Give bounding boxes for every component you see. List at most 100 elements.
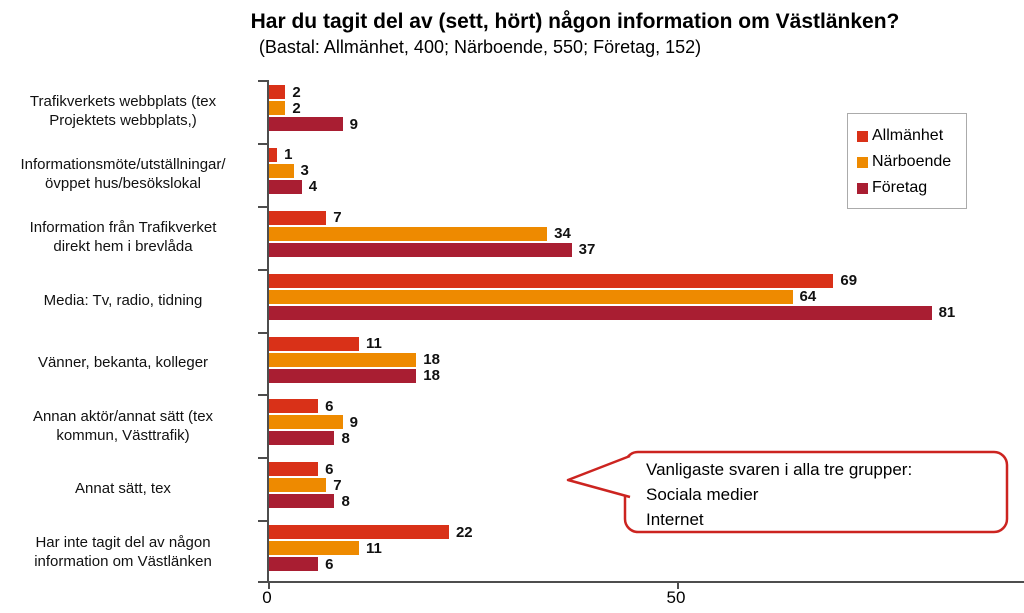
- y-axis-tick: [258, 581, 267, 583]
- x-axis-tick-label: 0: [262, 588, 272, 607]
- chart-title: Har du tagit del av (sett, hört) någon i…: [250, 10, 900, 33]
- bar: [269, 85, 286, 99]
- legend-label: Närboende: [872, 153, 952, 170]
- bar-row: 9: [269, 115, 1024, 133]
- bar-value-label: 64: [799, 288, 817, 306]
- bar: [269, 431, 335, 446]
- bar-row: 64: [269, 288, 1024, 306]
- y-axis-tick: [258, 142, 267, 145]
- callout-tail: [566, 454, 631, 499]
- category-label: Media: Tv, radio, tidning: [0, 269, 256, 332]
- x-axis-tick-label: 50: [666, 588, 686, 607]
- chart-subtitle: (Bastal: Allmänhet, 400; Närboende, 550;…: [258, 37, 702, 57]
- bar-row: 8: [269, 492, 1024, 510]
- category-label-text: Annan aktör/annat sätt (tex kommun, Väst…: [32, 407, 214, 444]
- legend-swatch-icon: [857, 182, 868, 194]
- bar: [269, 147, 278, 162]
- category-label-text: Annat sätt, tex: [75, 480, 171, 498]
- bar: [269, 101, 286, 115]
- bar: [269, 557, 319, 572]
- legend-swatch-icon: [857, 130, 868, 142]
- callout-text: Vanligaste svaren i alla tre grupper: So…: [646, 460, 913, 529]
- bar-group: 11 18 18: [269, 332, 1024, 395]
- bar: [269, 117, 343, 131]
- bar-value-label: 8: [341, 492, 350, 510]
- category-label-text: Vänner, bekanta, kolleger: [37, 354, 209, 372]
- category-label: Informationsmöte/utställningar/ övppet h…: [0, 143, 256, 206]
- bar-row: 8: [269, 429, 1024, 447]
- bar-value-label: 34: [554, 225, 571, 243]
- bar-value-label: 7: [333, 209, 342, 227]
- category-label: Annan aktör/annat sätt (tex kommun, Väst…: [0, 394, 256, 457]
- bar: [269, 399, 319, 414]
- bar-value-label: 6: [325, 555, 334, 573]
- y-axis-tick: [258, 394, 267, 397]
- legend-label: Allmänhet: [872, 127, 944, 144]
- category-label-text: Media: Tv, radio, tidning: [43, 291, 203, 309]
- bar: [269, 242, 572, 257]
- bar-row: 69: [269, 272, 1024, 289]
- bar-value-label: 9: [349, 413, 358, 431]
- bar-value-label: 2: [292, 99, 301, 117]
- bar-value-label: 22: [455, 523, 473, 541]
- category-axis-labels: Trafikverkets webbplats (tex Projektets …: [0, 80, 256, 583]
- bar: [269, 163, 294, 178]
- bar: [269, 289, 793, 304]
- category-label: Vänner, bekanta, kolleger: [0, 332, 256, 395]
- bar: [269, 462, 319, 477]
- bar-row: 18: [269, 367, 1024, 384]
- bar-row: 81: [269, 304, 1024, 322]
- legend-item: Företag: [857, 175, 957, 201]
- y-axis-tick: [258, 457, 267, 460]
- category-label: Annat sätt, tex: [0, 457, 256, 520]
- bar-value-label: 11: [365, 335, 382, 352]
- bar-row: 22: [269, 523, 1024, 541]
- y-axis-tick: [258, 80, 267, 82]
- bar-value-label: 7: [333, 476, 342, 494]
- x-axis-tick: [268, 583, 270, 589]
- bar-group: 69 64 81: [269, 269, 1024, 332]
- legend: Allmänhet Närboende Företag: [847, 113, 967, 209]
- bar-row: 11: [269, 539, 1024, 557]
- category-label: Information från Trafikverket direkt hem…: [0, 206, 256, 269]
- plot-area: 2 2 9 1 3 4 7 34 37 69 64 81 11 18 18 6 9 8 6 7 8 22 11 6: [258, 80, 1024, 589]
- bar-value-label: 8: [341, 429, 350, 447]
- bar-value-label: 18: [423, 351, 440, 368]
- bar-value-label: 81: [938, 304, 956, 322]
- bar-row: 7: [269, 209, 1024, 227]
- y-axis-tick: [258, 520, 267, 523]
- y-axis-tick: [258, 205, 267, 208]
- bar-value-label: 11: [365, 539, 382, 557]
- bar-row: 18: [269, 351, 1024, 368]
- bar-row: 2: [269, 99, 1024, 117]
- legend-swatch-icon: [857, 156, 868, 168]
- bar: [269, 305, 932, 320]
- bar: [269, 541, 359, 556]
- bar-row: 11: [269, 335, 1024, 352]
- legend-label: Företag: [872, 179, 928, 196]
- legend-item: Allmänhet: [857, 123, 957, 149]
- bar: [269, 478, 327, 493]
- callout-bubble: [566, 450, 1009, 534]
- category-label-text: Informationsmöte/utställningar/ övppet h…: [20, 156, 226, 193]
- category-label: Trafikverkets webbplats (tex Projektets …: [0, 80, 256, 143]
- y-axis-tick: [258, 268, 267, 271]
- x-axis-tick: [677, 583, 679, 589]
- category-label-text: Trafikverkets webbplats (tex Projektets …: [29, 93, 217, 130]
- bar-value-label: 6: [325, 460, 334, 478]
- bar-row: 9: [269, 413, 1024, 431]
- bar-value-label: 6: [325, 397, 334, 415]
- bar: [269, 352, 417, 367]
- bar-value-label: 2: [292, 83, 301, 101]
- bar-value-label: 9: [349, 115, 358, 133]
- bar-row: 6: [269, 555, 1024, 573]
- category-label: Har inte tagit del av någon information …: [0, 520, 256, 583]
- bar: [269, 368, 417, 383]
- bar-row: 6: [269, 397, 1024, 415]
- bar: [269, 525, 449, 540]
